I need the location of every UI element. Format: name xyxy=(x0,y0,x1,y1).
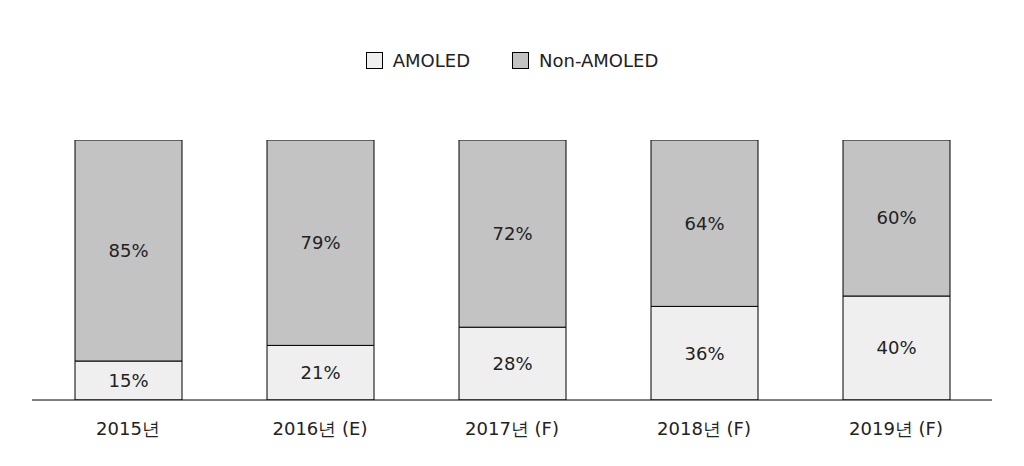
svg-text:15%: 15% xyxy=(108,370,148,391)
svg-text:21%: 21% xyxy=(300,362,340,383)
svg-text:64%: 64% xyxy=(684,213,724,234)
html-text:Non-AMOLED: Non-AMOLED xyxy=(539,50,659,71)
svg-text:2015년: 2015년 xyxy=(96,418,160,439)
svg-text:28%: 28% xyxy=(492,353,532,374)
svg-text:79%: 79% xyxy=(300,232,340,253)
html-text:AMOLED: AMOLED xyxy=(392,50,470,71)
svg-text:2019년 (F): 2019년 (F) xyxy=(849,418,943,439)
svg-text:36%: 36% xyxy=(684,343,724,364)
svg-text:2018년 (F): 2018년 (F) xyxy=(657,418,751,439)
svg-text:85%: 85% xyxy=(108,240,148,261)
svg-text:60%: 60% xyxy=(876,207,916,228)
svg-text:2016년 (E): 2016년 (E) xyxy=(273,418,368,439)
svg-text:72%: 72% xyxy=(492,223,532,244)
svg-text:40%: 40% xyxy=(876,337,916,358)
svg-text:2017년 (F): 2017년 (F) xyxy=(465,418,559,439)
